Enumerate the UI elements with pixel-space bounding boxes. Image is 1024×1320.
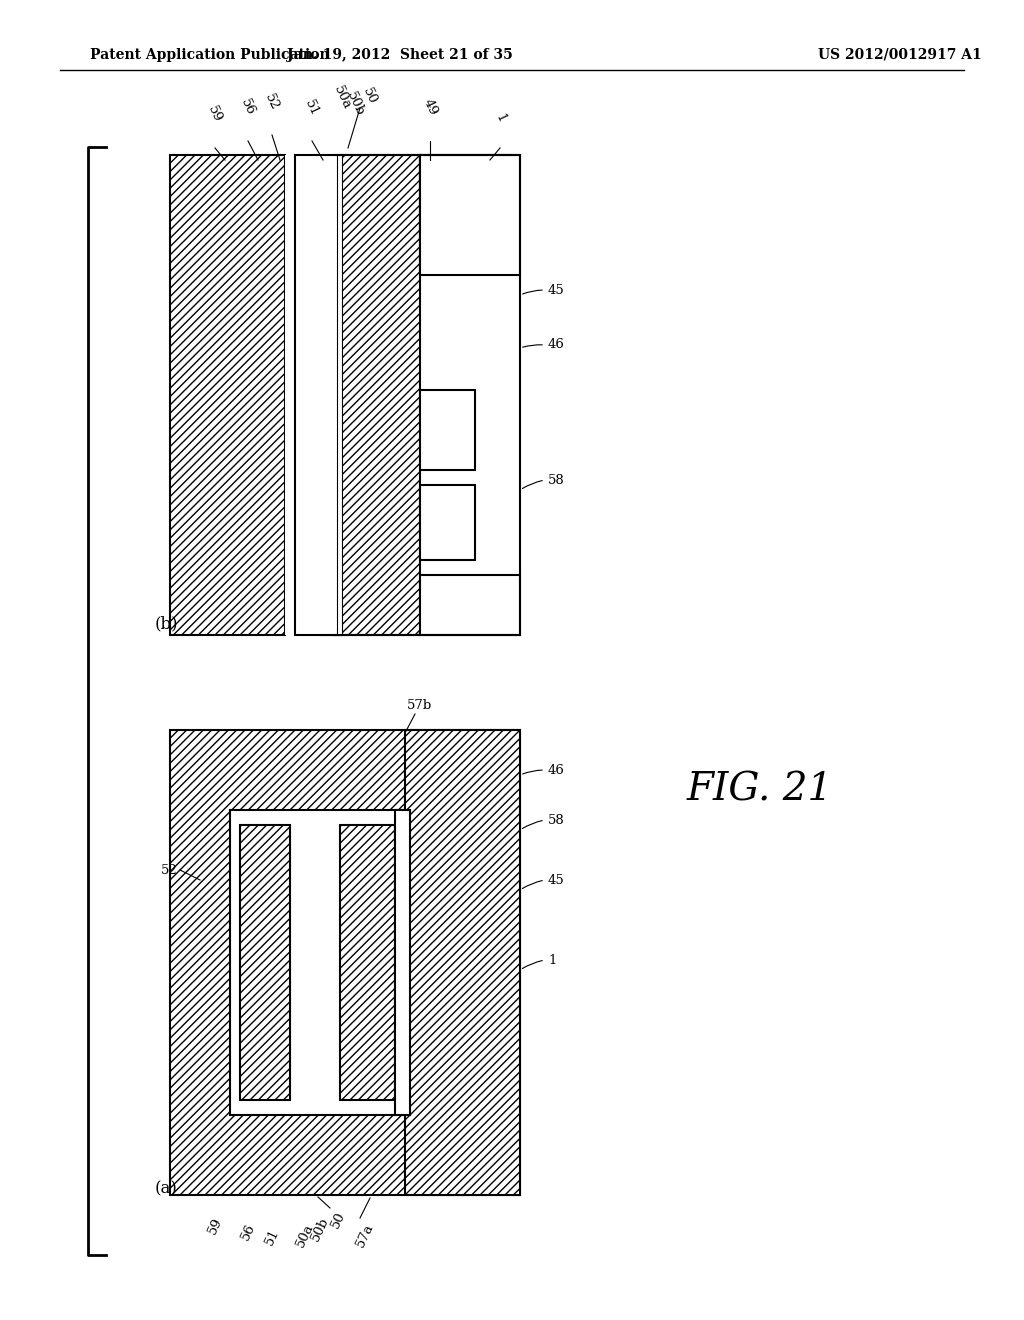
Text: 59: 59 [206,1214,224,1236]
Bar [420,484,475,560]
Text: 56: 56 [239,98,257,117]
Text: 50a: 50a [294,1221,316,1249]
Text: 50b: 50b [309,1214,331,1243]
Bar [170,154,285,635]
Bar [295,154,520,635]
Bar [406,730,520,1195]
Text: 50: 50 [329,1210,347,1230]
Text: 1: 1 [493,112,508,125]
Text: 57b: 57b [408,700,432,711]
Text: US 2012/0012917 A1: US 2012/0012917 A1 [818,48,982,62]
Bar [420,576,520,635]
Text: 45: 45 [548,284,565,297]
Text: 59: 59 [206,104,224,125]
Text: 57a: 57a [354,1221,376,1249]
Bar [319,154,335,635]
Text: 49: 49 [421,98,439,117]
Bar [337,154,342,635]
Text: 1: 1 [548,953,556,966]
Bar [395,810,410,1115]
Bar [170,730,520,1195]
Bar [285,154,335,635]
Bar [340,825,395,1100]
Text: Patent Application Publication: Patent Application Publication [90,48,330,62]
Text: (b): (b) [155,615,178,632]
Text: 52: 52 [161,863,178,876]
Text: Jan. 19, 2012  Sheet 21 of 35: Jan. 19, 2012 Sheet 21 of 35 [287,48,513,62]
Text: 46: 46 [548,763,565,776]
Text: (a): (a) [155,1180,178,1197]
Text: FIG. 21: FIG. 21 [687,771,834,808]
Bar [335,154,420,635]
Bar [230,810,406,1115]
Text: 45: 45 [548,874,565,887]
Text: 58: 58 [548,474,565,487]
Text: 46: 46 [548,338,565,351]
Text: 50b: 50b [344,90,367,117]
Bar [420,154,520,275]
Text: 50: 50 [360,86,380,106]
Text: 56: 56 [239,1221,257,1242]
Text: 51: 51 [262,1228,282,1247]
Bar [240,825,290,1100]
Bar [420,389,475,470]
Text: 52: 52 [262,91,282,112]
Bar [333,154,338,635]
Text: 50a: 50a [331,84,353,112]
Bar [420,154,510,271]
Text: 58: 58 [548,813,565,826]
Text: 51: 51 [302,98,322,117]
